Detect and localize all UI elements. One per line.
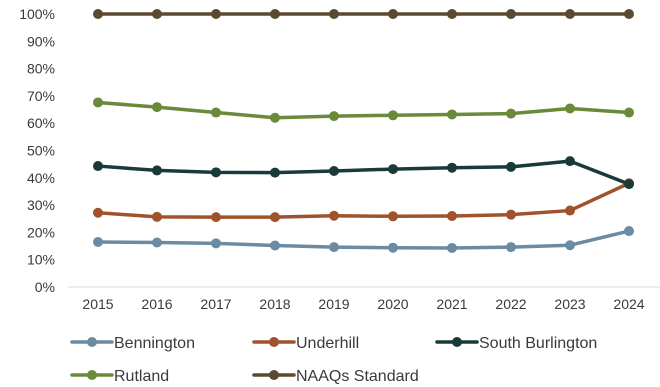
data-point xyxy=(270,9,280,19)
y-tick-label: 20% xyxy=(27,224,55,240)
y-axis-tick-labels: 0% 10% 20% 30% 40% 50% 60% 70% 80% 90% 100% xyxy=(19,6,55,295)
data-point xyxy=(152,9,162,19)
y-tick-label: 30% xyxy=(27,197,55,213)
legend-label: South Burlington xyxy=(479,335,597,352)
data-point xyxy=(565,9,575,19)
y-tick-label: 70% xyxy=(27,88,55,104)
data-point xyxy=(211,167,221,178)
data-point xyxy=(329,242,339,253)
y-tick-label: 0% xyxy=(35,279,55,295)
data-point xyxy=(624,107,634,118)
data-point xyxy=(329,111,339,122)
data-point xyxy=(329,165,339,176)
data-point xyxy=(270,167,280,178)
series-naaqs-standard xyxy=(93,9,634,19)
data-point xyxy=(506,9,516,19)
data-point xyxy=(329,210,339,221)
legend-swatch-marker xyxy=(87,370,97,380)
y-tick-label: 50% xyxy=(27,143,55,159)
x-tick-label: 2021 xyxy=(436,296,467,312)
data-point xyxy=(93,9,103,19)
data-point xyxy=(93,97,103,108)
data-point xyxy=(388,9,398,19)
x-tick-label: 2020 xyxy=(377,296,408,312)
legend-swatch-marker xyxy=(269,337,279,347)
x-tick-label: 2018 xyxy=(259,296,290,312)
y-tick-label: 100% xyxy=(19,6,55,22)
data-point xyxy=(93,161,103,172)
y-tick-label: 90% xyxy=(27,33,55,49)
x-tick-label: 2015 xyxy=(82,296,113,312)
y-tick-label: 40% xyxy=(27,170,55,186)
data-point xyxy=(211,212,221,223)
data-point xyxy=(152,102,162,113)
y-tick-label: 60% xyxy=(27,115,55,131)
x-tick-label: 2016 xyxy=(141,296,172,312)
legend-swatch-marker xyxy=(452,337,462,347)
data-point xyxy=(388,110,398,121)
data-point xyxy=(506,209,516,220)
legend-item: Rutland xyxy=(70,368,169,385)
legend-swatch-marker xyxy=(269,370,279,380)
data-point xyxy=(624,9,634,19)
legend-item: NAAQs Standard xyxy=(252,368,419,385)
data-point xyxy=(565,240,575,251)
data-point xyxy=(211,107,221,118)
legend-label: Rutland xyxy=(114,368,169,385)
data-point xyxy=(565,205,575,216)
data-point xyxy=(329,9,339,19)
data-point xyxy=(506,108,516,119)
data-point xyxy=(152,237,162,248)
data-point xyxy=(506,242,516,253)
data-point xyxy=(152,165,162,176)
series-line xyxy=(96,159,631,186)
data-point xyxy=(447,211,457,222)
data-point xyxy=(506,161,516,172)
legend-item: Underhill xyxy=(252,335,359,352)
y-tick-label: 80% xyxy=(27,61,55,77)
data-point xyxy=(93,236,103,247)
data-point xyxy=(388,211,398,222)
legend-swatch-marker xyxy=(87,337,97,347)
data-point xyxy=(565,156,575,167)
legend-label: NAAQs Standard xyxy=(296,368,419,385)
data-point xyxy=(270,240,280,251)
data-point xyxy=(624,226,634,237)
data-point xyxy=(447,242,457,253)
data-point xyxy=(270,112,280,123)
data-point xyxy=(447,9,457,19)
series-line xyxy=(96,181,631,219)
data-point xyxy=(565,103,575,114)
data-point xyxy=(447,162,457,173)
series-line xyxy=(96,100,631,120)
legend: Bennington Underhill South Burlington Rutla… xyxy=(70,335,597,385)
x-tick-label: 2019 xyxy=(318,296,349,312)
y-tick-label: 10% xyxy=(27,252,55,268)
x-tick-label: 2024 xyxy=(613,296,644,312)
series-south-burlington xyxy=(93,156,634,190)
data-point xyxy=(211,238,221,249)
legend-label: Bennington xyxy=(114,335,195,352)
data-point xyxy=(152,211,162,222)
x-tick-label: 2022 xyxy=(495,296,526,312)
data-point xyxy=(624,179,634,190)
legend-item: South Burlington xyxy=(435,335,597,352)
x-tick-label: 2023 xyxy=(554,296,585,312)
x-tick-label: 2017 xyxy=(200,296,231,312)
series-rutland xyxy=(93,97,634,123)
data-point xyxy=(388,242,398,253)
data-point xyxy=(447,109,457,120)
data-point xyxy=(270,212,280,223)
data-point xyxy=(211,9,221,19)
series-layer xyxy=(93,9,634,253)
series-underhill xyxy=(93,178,634,223)
legend-label: Underhill xyxy=(296,335,359,352)
series-bennington xyxy=(93,226,634,253)
data-point xyxy=(388,164,398,175)
x-axis-tick-labels: 2015 2016 2017 2018 2019 2020 2021 2022 2023 2024 xyxy=(82,296,644,312)
legend-item: Bennington xyxy=(70,335,195,352)
data-point xyxy=(93,207,103,218)
series-line xyxy=(96,229,631,250)
